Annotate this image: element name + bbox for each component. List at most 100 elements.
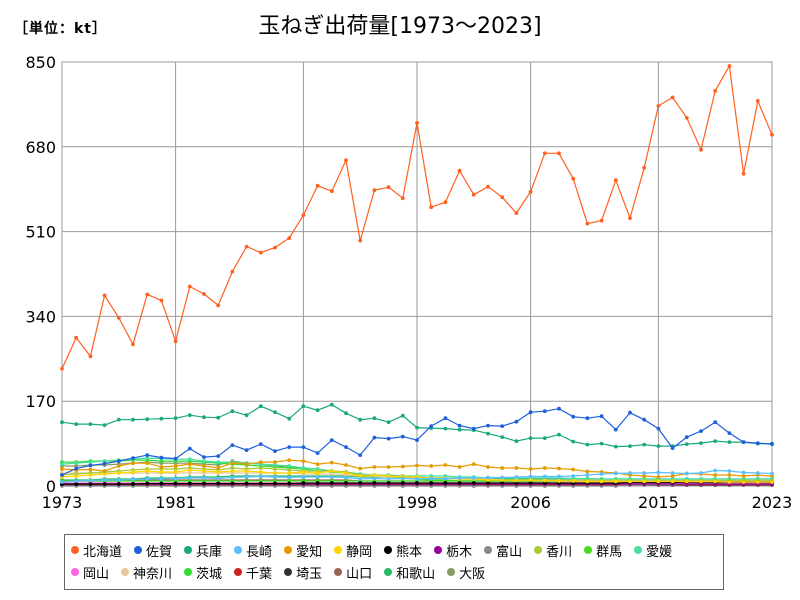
data-point	[500, 424, 505, 428]
data-point	[628, 216, 632, 221]
data-point	[599, 479, 604, 484]
data-point	[642, 479, 647, 484]
y-tick-label: 170	[25, 392, 56, 411]
data-point	[273, 475, 277, 479]
data-point	[727, 64, 732, 68]
legend-marker	[234, 546, 243, 554]
legend-marker	[121, 568, 130, 576]
legend-label: 長崎	[246, 544, 273, 560]
x-tick-label: 1990	[283, 493, 324, 512]
legend-item: 千葉	[234, 561, 272, 583]
data-point	[429, 476, 434, 481]
data-point	[60, 467, 64, 471]
series-佐賀	[60, 406, 774, 477]
data-point	[713, 468, 718, 473]
data-point	[571, 414, 576, 419]
data-point	[344, 481, 348, 485]
data-point	[372, 465, 377, 469]
legend-marker	[434, 546, 443, 554]
unit-label: ［単位：kt］	[14, 21, 108, 37]
legend-item: 和歌山	[384, 561, 435, 583]
data-point	[202, 415, 206, 420]
data-point	[471, 476, 476, 480]
data-point	[741, 440, 746, 444]
data-point	[173, 456, 178, 461]
series-愛知	[60, 458, 774, 479]
data-point	[145, 292, 150, 297]
data-point	[656, 104, 661, 108]
data-point	[60, 462, 64, 466]
data-point	[273, 460, 277, 464]
data-point	[585, 473, 590, 477]
data-point	[145, 477, 150, 481]
data-point	[755, 471, 760, 475]
legend-marker	[384, 546, 393, 554]
data-point	[500, 481, 505, 485]
legend-label: 岡山	[83, 566, 110, 582]
data-point	[457, 481, 462, 485]
data-point	[713, 420, 718, 425]
legend-label: 埼玉	[296, 566, 323, 582]
data-point	[471, 192, 476, 197]
data-point	[244, 413, 249, 418]
data-point	[770, 442, 774, 446]
legend-item: 茨城	[184, 561, 222, 583]
data-point	[429, 481, 434, 485]
data-point	[273, 245, 277, 250]
data-point	[329, 481, 334, 485]
data-point	[358, 417, 363, 422]
data-point	[329, 469, 334, 473]
data-point	[173, 339, 178, 344]
data-point	[273, 449, 277, 453]
legend-marker	[234, 568, 243, 576]
data-point	[216, 470, 221, 474]
data-point	[500, 435, 505, 439]
data-point	[301, 213, 306, 218]
data-point	[372, 416, 377, 421]
data-point	[699, 147, 703, 152]
data-point	[216, 303, 221, 308]
data-point	[486, 475, 490, 480]
data-point	[528, 410, 533, 415]
data-point	[429, 464, 434, 468]
data-point	[741, 171, 746, 176]
data-point	[386, 465, 391, 469]
data-point	[415, 438, 419, 442]
data-point	[599, 472, 604, 476]
data-point	[258, 460, 263, 464]
data-point	[557, 474, 561, 479]
legend-label: 山口	[346, 566, 373, 582]
data-point	[557, 151, 561, 156]
data-point	[88, 422, 93, 426]
data-point	[131, 482, 135, 486]
data-point	[741, 470, 746, 475]
data-point	[542, 151, 547, 156]
data-point	[386, 420, 391, 425]
data-point	[301, 481, 306, 485]
data-point	[131, 470, 135, 474]
data-point	[329, 475, 334, 479]
data-point	[386, 477, 391, 481]
data-point	[557, 432, 561, 437]
data-point	[486, 481, 490, 485]
data-point	[187, 476, 192, 480]
data-point	[301, 475, 306, 479]
data-point	[358, 453, 363, 457]
data-point	[88, 478, 93, 483]
data-point	[344, 411, 348, 416]
legend-label: 愛知	[296, 544, 323, 560]
data-point	[713, 439, 718, 443]
data-point	[415, 481, 419, 485]
data-point	[400, 464, 405, 469]
data-point	[770, 480, 774, 484]
legend-item: 栃木	[434, 539, 472, 561]
data-point	[216, 466, 221, 470]
data-point	[230, 461, 235, 465]
data-point	[273, 410, 277, 415]
data-point	[656, 444, 661, 448]
data-point	[542, 466, 547, 470]
x-tick-label: 2006	[510, 493, 551, 512]
data-point	[386, 436, 391, 441]
legend-item: 大阪	[447, 561, 485, 583]
data-point	[131, 417, 135, 422]
